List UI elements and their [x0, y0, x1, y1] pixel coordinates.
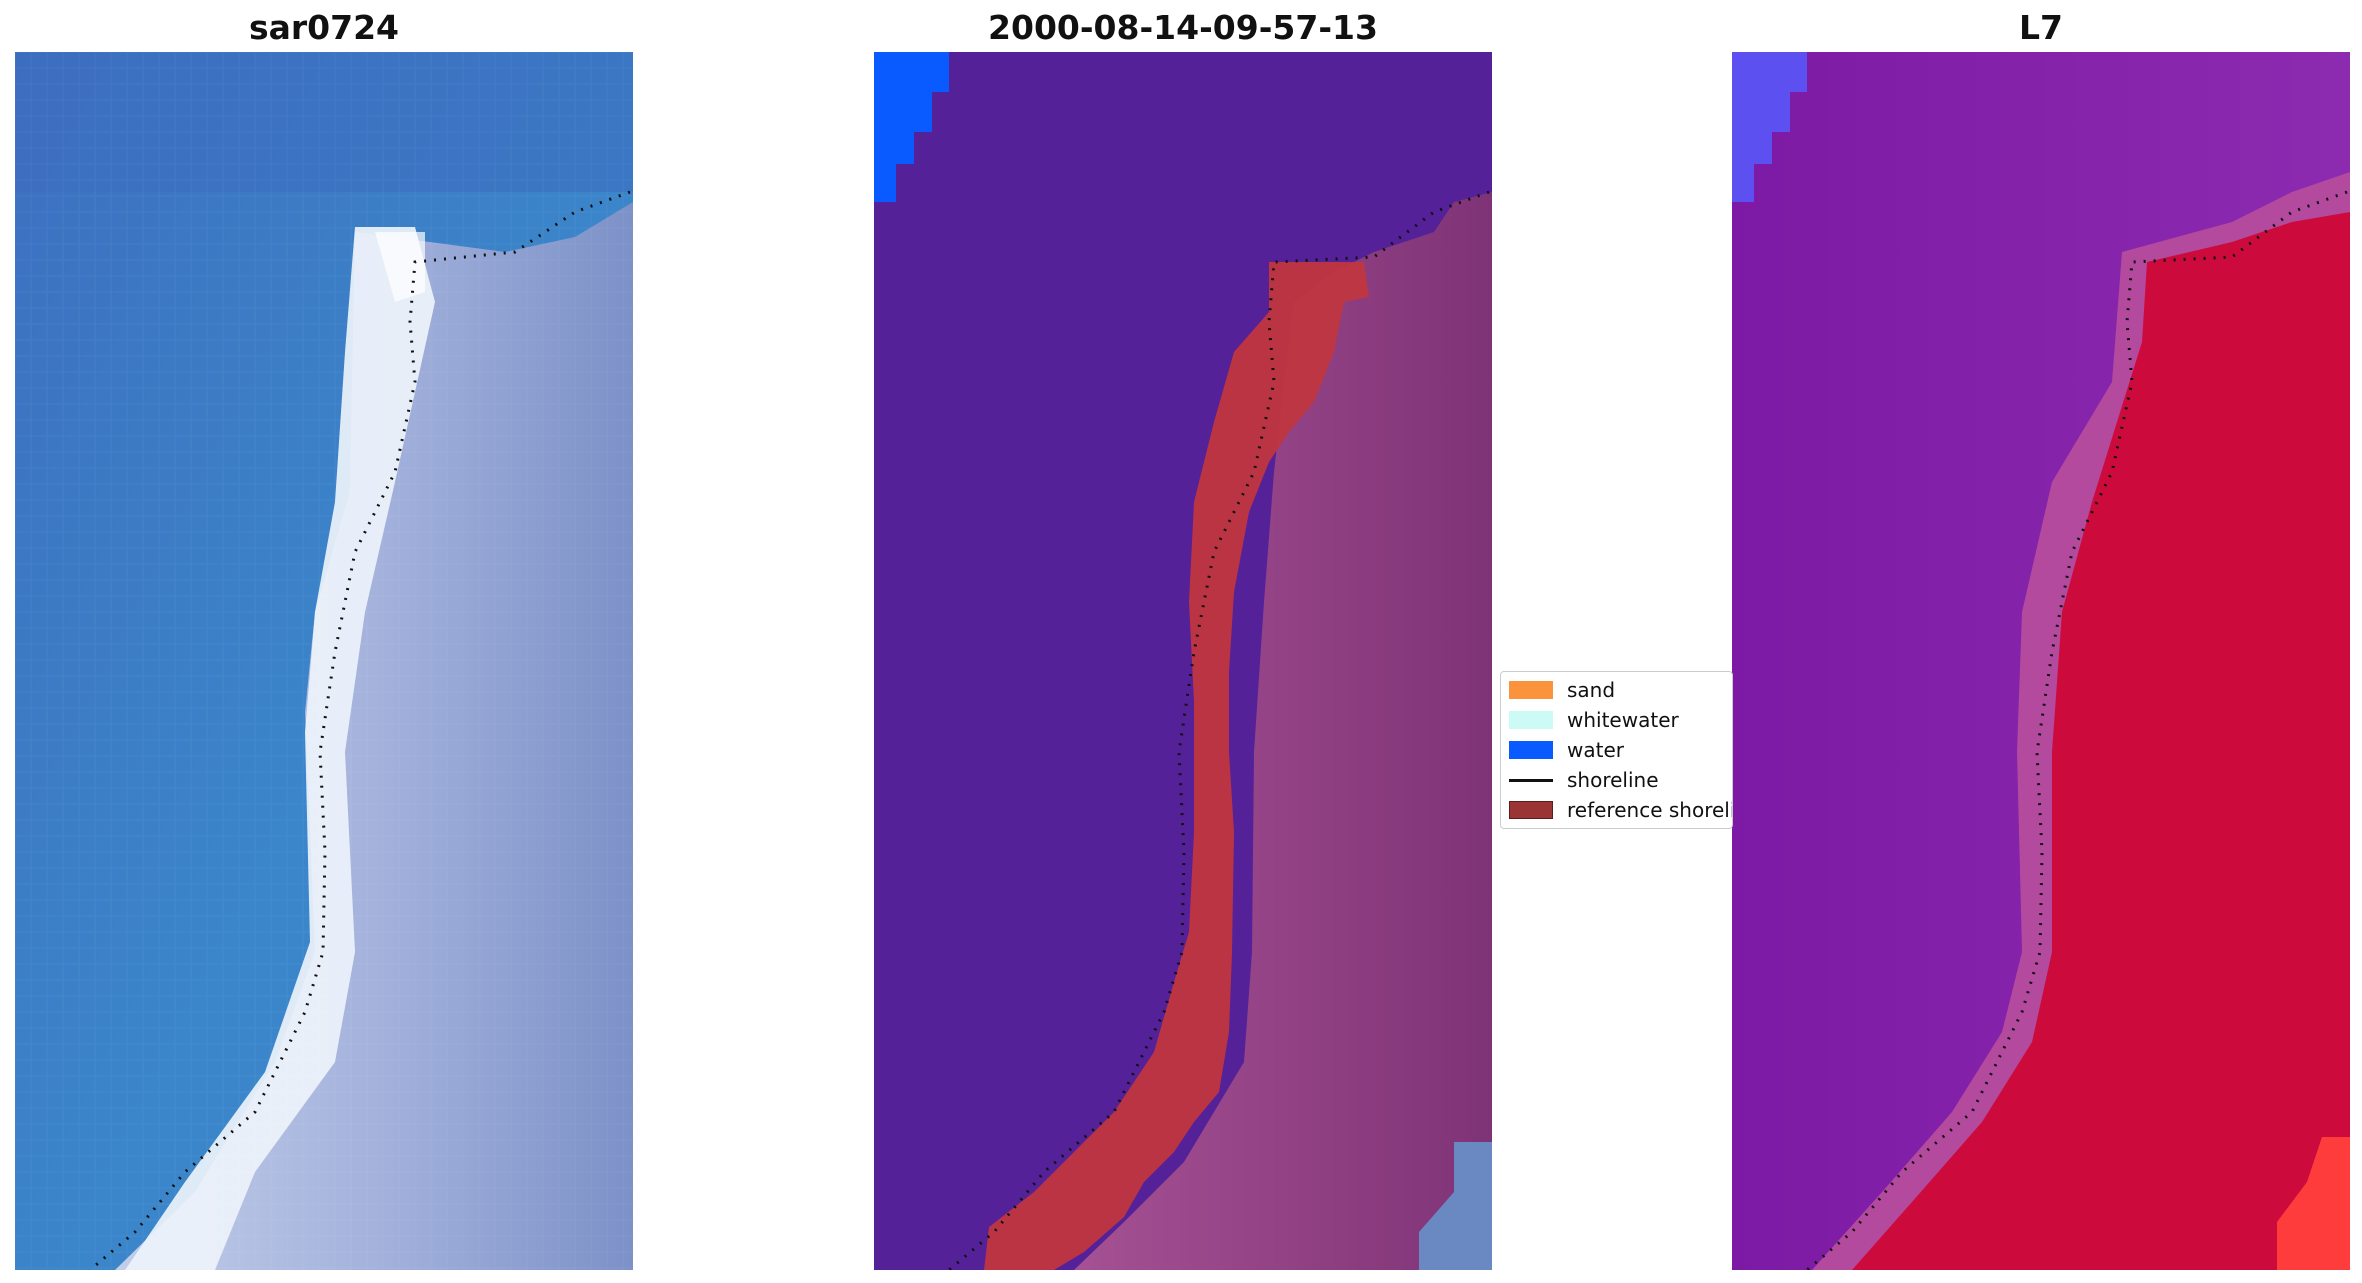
legend-label: sand — [1567, 678, 1616, 702]
legend-swatch-whitewater — [1509, 711, 1553, 729]
high-index-patch-top — [1732, 52, 1807, 202]
high-index-area — [1852, 212, 2350, 1270]
panel-title-rgb: sar0724 — [248, 8, 400, 47]
legend-swatch-water — [1509, 741, 1553, 759]
panel-title-classified: 2000-08-14-09-57-13 — [988, 8, 1378, 47]
water-patch — [874, 52, 949, 202]
legend-swatch-reference-shoreline — [1509, 801, 1553, 819]
shoreline-dots — [1806, 190, 2348, 1270]
shoreline-dots — [89, 190, 631, 1270]
panel-title-index: L7 — [2019, 8, 2063, 47]
legend-label: whitewater — [1567, 708, 1679, 732]
legend-label: reference shoreline — [1567, 798, 1732, 822]
legend-item-sand: sand — [1509, 677, 1615, 703]
legend-swatch-sand — [1509, 681, 1553, 699]
shoreline-dots — [948, 190, 1490, 1270]
legend-item-reference-shoreline: reference shoreline — [1509, 797, 1732, 823]
high-index-patch-bottom — [2277, 1137, 2350, 1270]
land-class-area — [1074, 192, 1492, 1270]
reference-shoreline-band — [984, 262, 1369, 1270]
legend-line-shoreline — [1509, 778, 1553, 782]
legend-label: water — [1567, 738, 1624, 762]
index-image-panel — [1732, 52, 2350, 1270]
classified-image-panel — [874, 52, 1492, 1270]
legend-label: shoreline — [1567, 768, 1659, 792]
rgb-image-panel — [15, 52, 633, 1270]
legend-item-shoreline: shoreline — [1509, 767, 1659, 793]
legend: sand whitewater water shoreline referenc… — [1500, 671, 1733, 829]
legend-item-whitewater: whitewater — [1509, 707, 1679, 733]
legend-item-water: water — [1509, 737, 1624, 763]
